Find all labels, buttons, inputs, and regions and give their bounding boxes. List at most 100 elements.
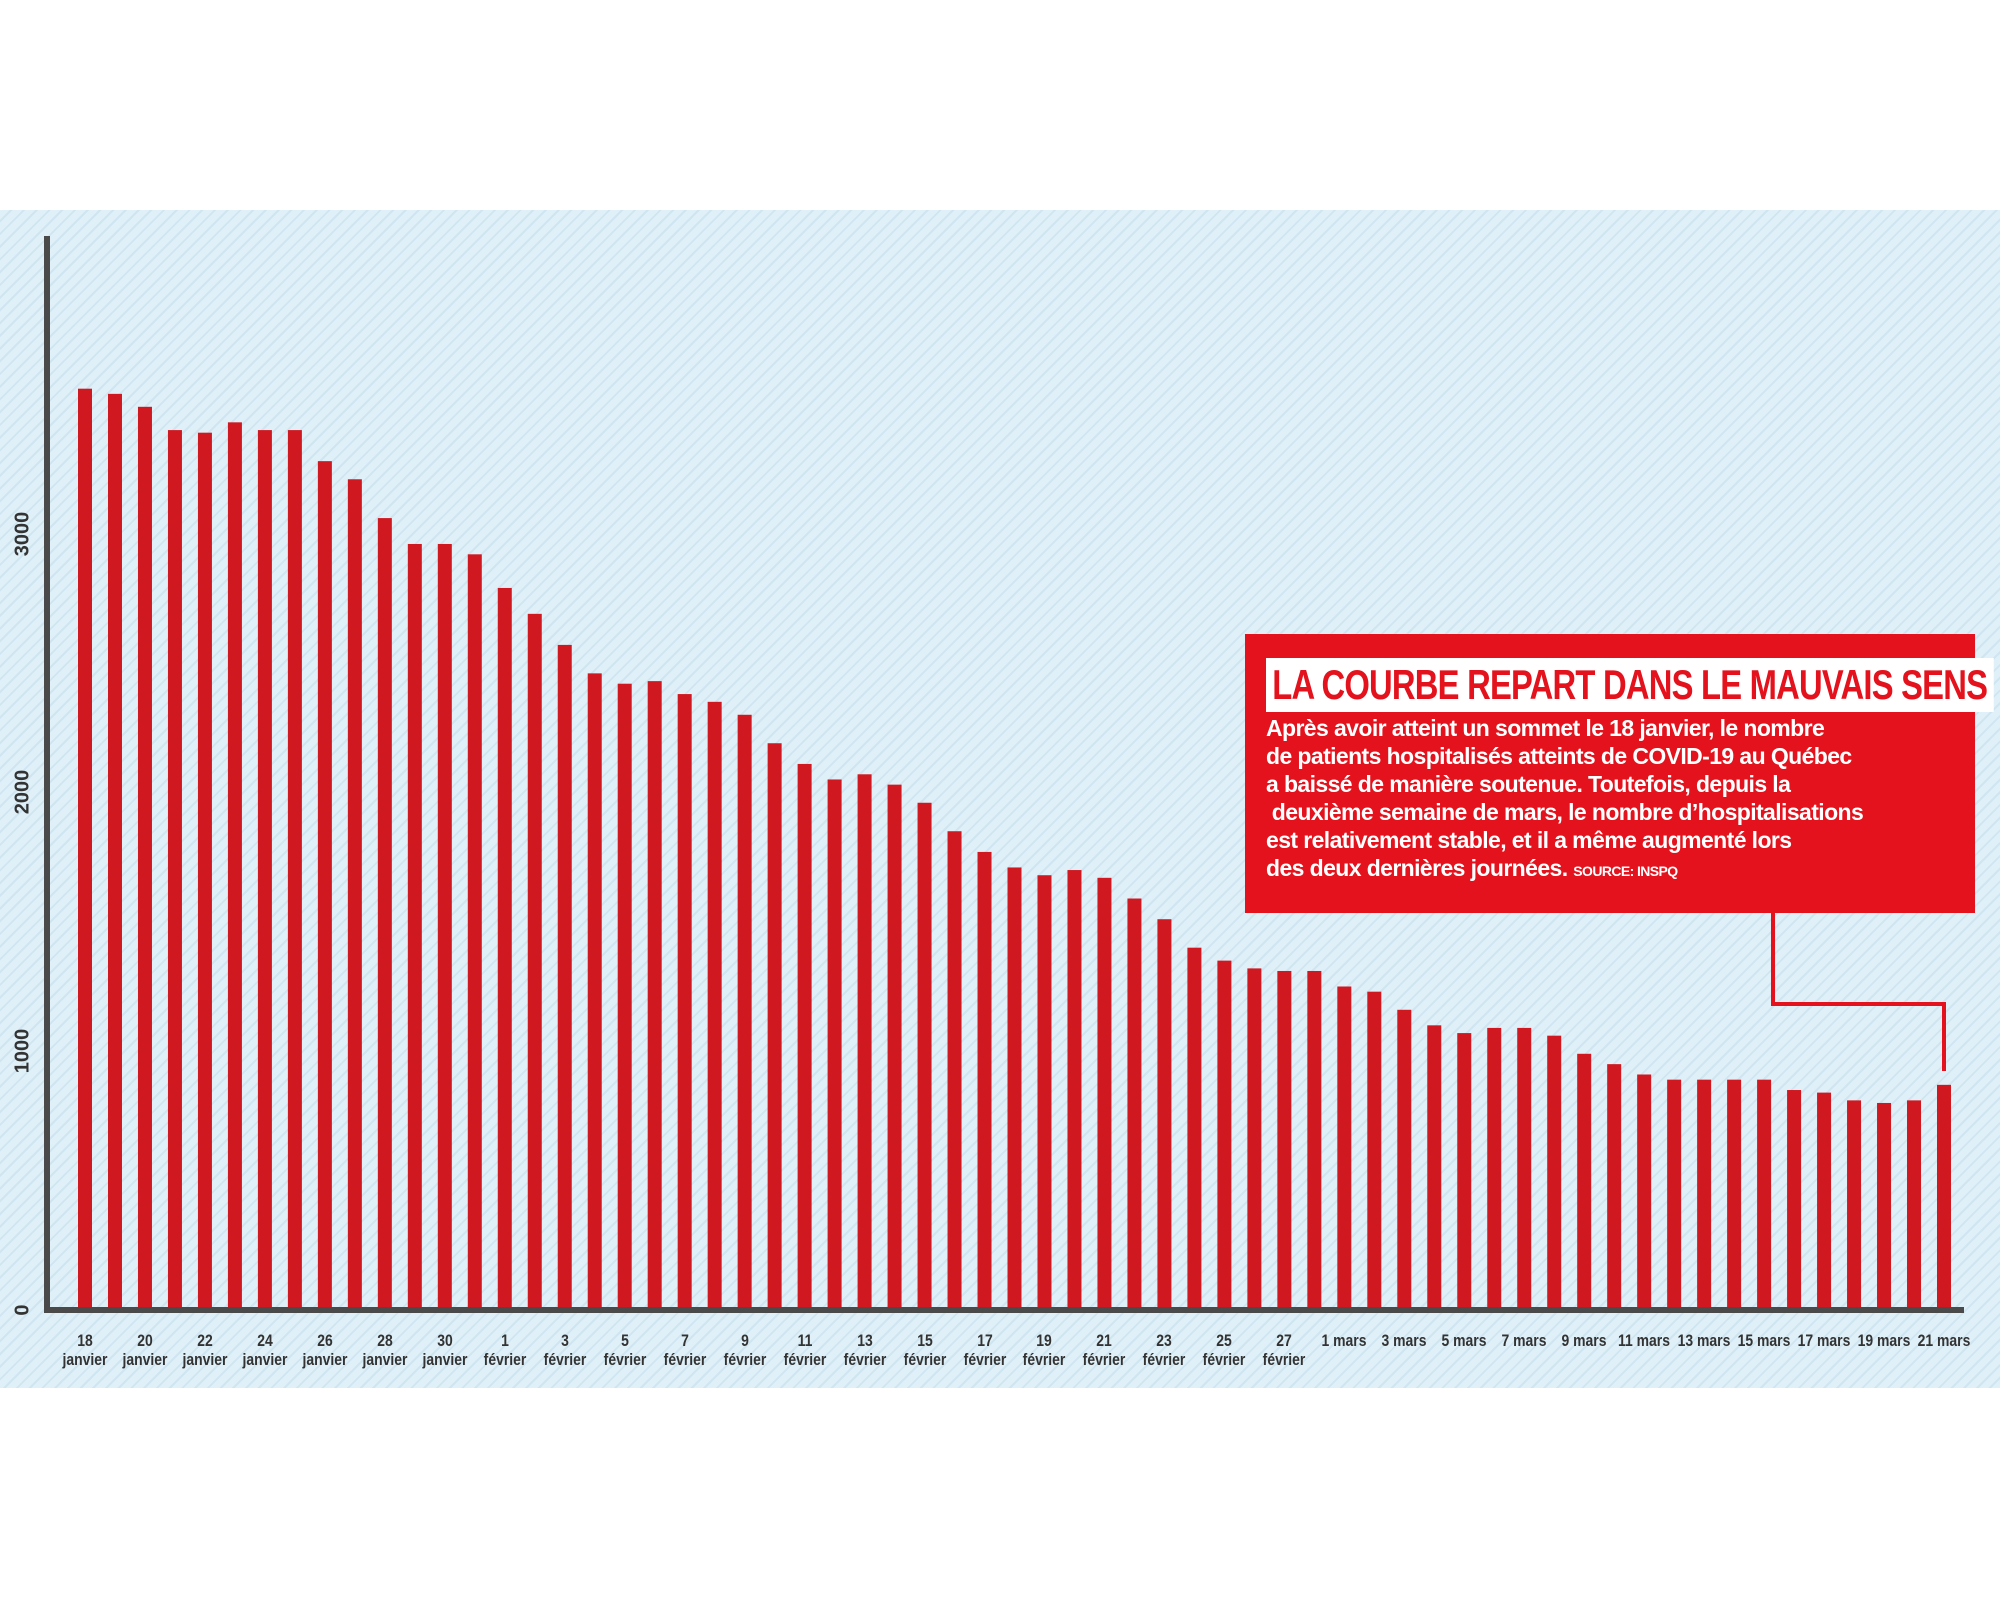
annotation-body: Après avoir atteint un sommet le 18 janv… — [1266, 714, 1955, 885]
x-tick-label: 1 février — [483, 1331, 527, 1369]
x-tick-label: 30 janvier — [422, 1331, 468, 1369]
bar — [317, 461, 332, 1310]
x-tick-label: 11 février — [783, 1331, 826, 1369]
x-tick-label: 5 février — [603, 1331, 647, 1369]
bar — [1097, 877, 1112, 1310]
annotation-title: LA COURBE REPART DANS LE MAUVAIS SENS — [1266, 658, 1994, 712]
bar — [1547, 1035, 1562, 1310]
x-tick-label: 21 février — [1083, 1331, 1126, 1369]
bar — [227, 422, 242, 1310]
bar — [1007, 867, 1022, 1310]
annotation-line: Après avoir atteint un sommet le 18 janv… — [1266, 715, 1825, 741]
x-tick-label: 15 mars — [1737, 1331, 1791, 1350]
bar — [1427, 1025, 1442, 1310]
bar — [1607, 1064, 1622, 1310]
bar — [347, 479, 362, 1310]
annotation-box: LA COURBE REPART DANS LE MAUVAIS SENS Ap… — [1245, 634, 1994, 913]
annotation-line: des deux dernières journées. SOURCE: INS… — [1266, 855, 1678, 881]
bar — [767, 743, 782, 1310]
x-tick-label: 15 février — [903, 1331, 946, 1369]
bar — [1757, 1079, 1772, 1310]
x-tick-label: 25 février — [1203, 1331, 1246, 1369]
bar — [827, 779, 842, 1310]
bar — [1937, 1084, 1951, 1310]
bar — [887, 784, 902, 1310]
bar — [947, 831, 962, 1310]
bar — [1217, 960, 1232, 1310]
bar — [1067, 870, 1082, 1310]
bar — [1307, 970, 1322, 1310]
bar — [1127, 898, 1142, 1310]
bar — [1277, 970, 1292, 1310]
x-tick-label: 9 mars — [1561, 1331, 1607, 1350]
bar — [677, 694, 692, 1310]
bar — [1517, 1027, 1532, 1310]
x-tick-label: 26 janvier — [302, 1331, 348, 1369]
x-tick-label: 3 février — [543, 1331, 587, 1369]
bar — [1727, 1079, 1742, 1310]
bar — [1697, 1079, 1712, 1310]
bar — [917, 802, 932, 1310]
bar — [797, 763, 812, 1310]
bar — [1577, 1053, 1592, 1310]
bar — [497, 587, 512, 1310]
bar — [1367, 991, 1382, 1310]
x-tick-label: 11 mars — [1618, 1331, 1671, 1350]
x-tick-label: 3 mars — [1381, 1331, 1427, 1350]
x-tick-label: 18 janvier — [62, 1331, 108, 1369]
annotation-line: a baissé de manière soutenue. Toutefois,… — [1266, 771, 1791, 797]
bar — [137, 406, 152, 1310]
bar — [1817, 1092, 1832, 1310]
x-tick-label: 20 janvier — [122, 1331, 168, 1369]
x-tick-label: 7 mars — [1501, 1331, 1547, 1350]
annotation-line: est relativement stable, et il a même au… — [1266, 827, 1792, 853]
x-tick-label: 1 mars — [1321, 1331, 1367, 1350]
x-tick-label: 28 janvier — [362, 1331, 408, 1369]
bar — [197, 432, 212, 1310]
bar — [617, 683, 632, 1310]
x-tick-label: 9 février — [723, 1331, 766, 1369]
x-tick-label: 23 février — [1143, 1331, 1186, 1369]
bar — [1487, 1027, 1502, 1310]
x-tick-label: 21 mars — [1917, 1331, 1971, 1350]
x-tick-label: 24 janvier — [242, 1331, 288, 1369]
x-tick-label: 19 février — [1023, 1331, 1066, 1369]
bar — [1337, 986, 1352, 1310]
x-tick-label: 17 février — [963, 1331, 1006, 1369]
bar — [1157, 919, 1172, 1310]
bar — [407, 543, 422, 1310]
bar — [1877, 1102, 1892, 1310]
bar — [1037, 875, 1052, 1310]
bar — [287, 430, 302, 1310]
y-tick-label: 1000 — [11, 1028, 34, 1074]
bar — [977, 851, 992, 1310]
bar — [1397, 1009, 1412, 1310]
bar — [587, 673, 602, 1310]
x-tick-label: 19 mars — [1857, 1331, 1911, 1350]
x-tick-label: 13 mars — [1677, 1331, 1731, 1350]
bar — [1187, 947, 1202, 1310]
bar — [1907, 1100, 1922, 1310]
bar — [467, 554, 482, 1310]
y-tick-label: 3000 — [11, 511, 34, 556]
bar — [257, 430, 272, 1310]
x-tick-label: 7 février — [663, 1331, 706, 1369]
bar — [557, 644, 572, 1310]
bar — [737, 714, 752, 1310]
bar — [857, 774, 872, 1310]
y-tick-label: 0 — [11, 1304, 34, 1316]
bar — [78, 388, 92, 1310]
y-tick-label: 2000 — [11, 770, 34, 815]
callout-connector — [1771, 913, 1946, 1071]
bar — [707, 701, 722, 1310]
bar — [647, 681, 662, 1310]
bar — [167, 430, 182, 1310]
bar — [1457, 1033, 1472, 1310]
bar — [1667, 1079, 1682, 1310]
annotation-line: deuxième semaine de mars, le nombre d’ho… — [1266, 799, 1864, 825]
bar — [107, 393, 122, 1310]
bar — [437, 543, 452, 1310]
x-tick-label: 5 mars — [1441, 1331, 1487, 1350]
x-tick-label: 17 mars — [1797, 1331, 1851, 1350]
